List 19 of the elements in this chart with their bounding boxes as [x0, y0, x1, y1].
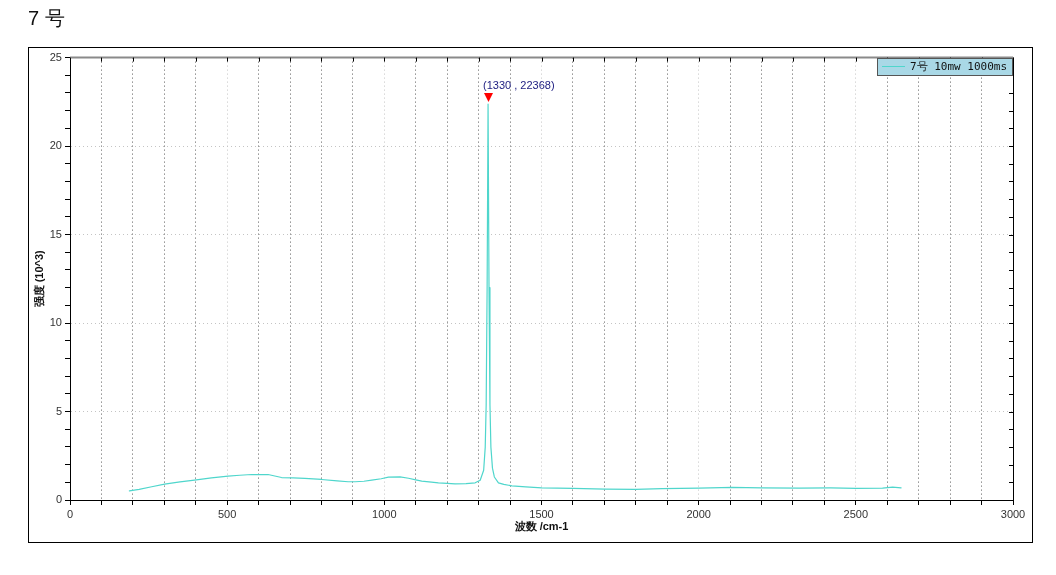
- x-tick-label: 1000: [372, 507, 397, 520]
- y-tick-label: 5: [55, 404, 62, 417]
- x-tick-label: 500: [217, 507, 237, 520]
- x-tick-label: 2500: [843, 507, 869, 520]
- y-tick-label: 20: [49, 139, 62, 152]
- y-tick-label: 0: [55, 493, 62, 506]
- chart-frame: 波数 /cm-1 强度 (10^3) 0 500 1000 1500 2000 2500 3000 0 5 10 15 20 25 (1330 , 22368) 7号 10mw 1000ms: [28, 47, 1033, 543]
- annotation: (1330 , 22368): [483, 78, 555, 91]
- y-axis-title: 强度 (10^3): [32, 249, 45, 308]
- x-tick-label: 3000: [1000, 507, 1026, 520]
- x-axis-title: 波数 /cm-1: [513, 520, 569, 533]
- chart-title: 7 号: [28, 6, 65, 31]
- y-tick-label: 10: [49, 316, 62, 329]
- y-tick-label: 15: [49, 227, 62, 240]
- legend-label: 7号 10mw 1000ms: [909, 59, 1007, 74]
- y-tick-label: 25: [49, 50, 62, 63]
- x-tick-label: 2000: [686, 507, 711, 520]
- x-tick-label: 0: [66, 507, 74, 520]
- x-tick-label: 1500: [529, 507, 554, 520]
